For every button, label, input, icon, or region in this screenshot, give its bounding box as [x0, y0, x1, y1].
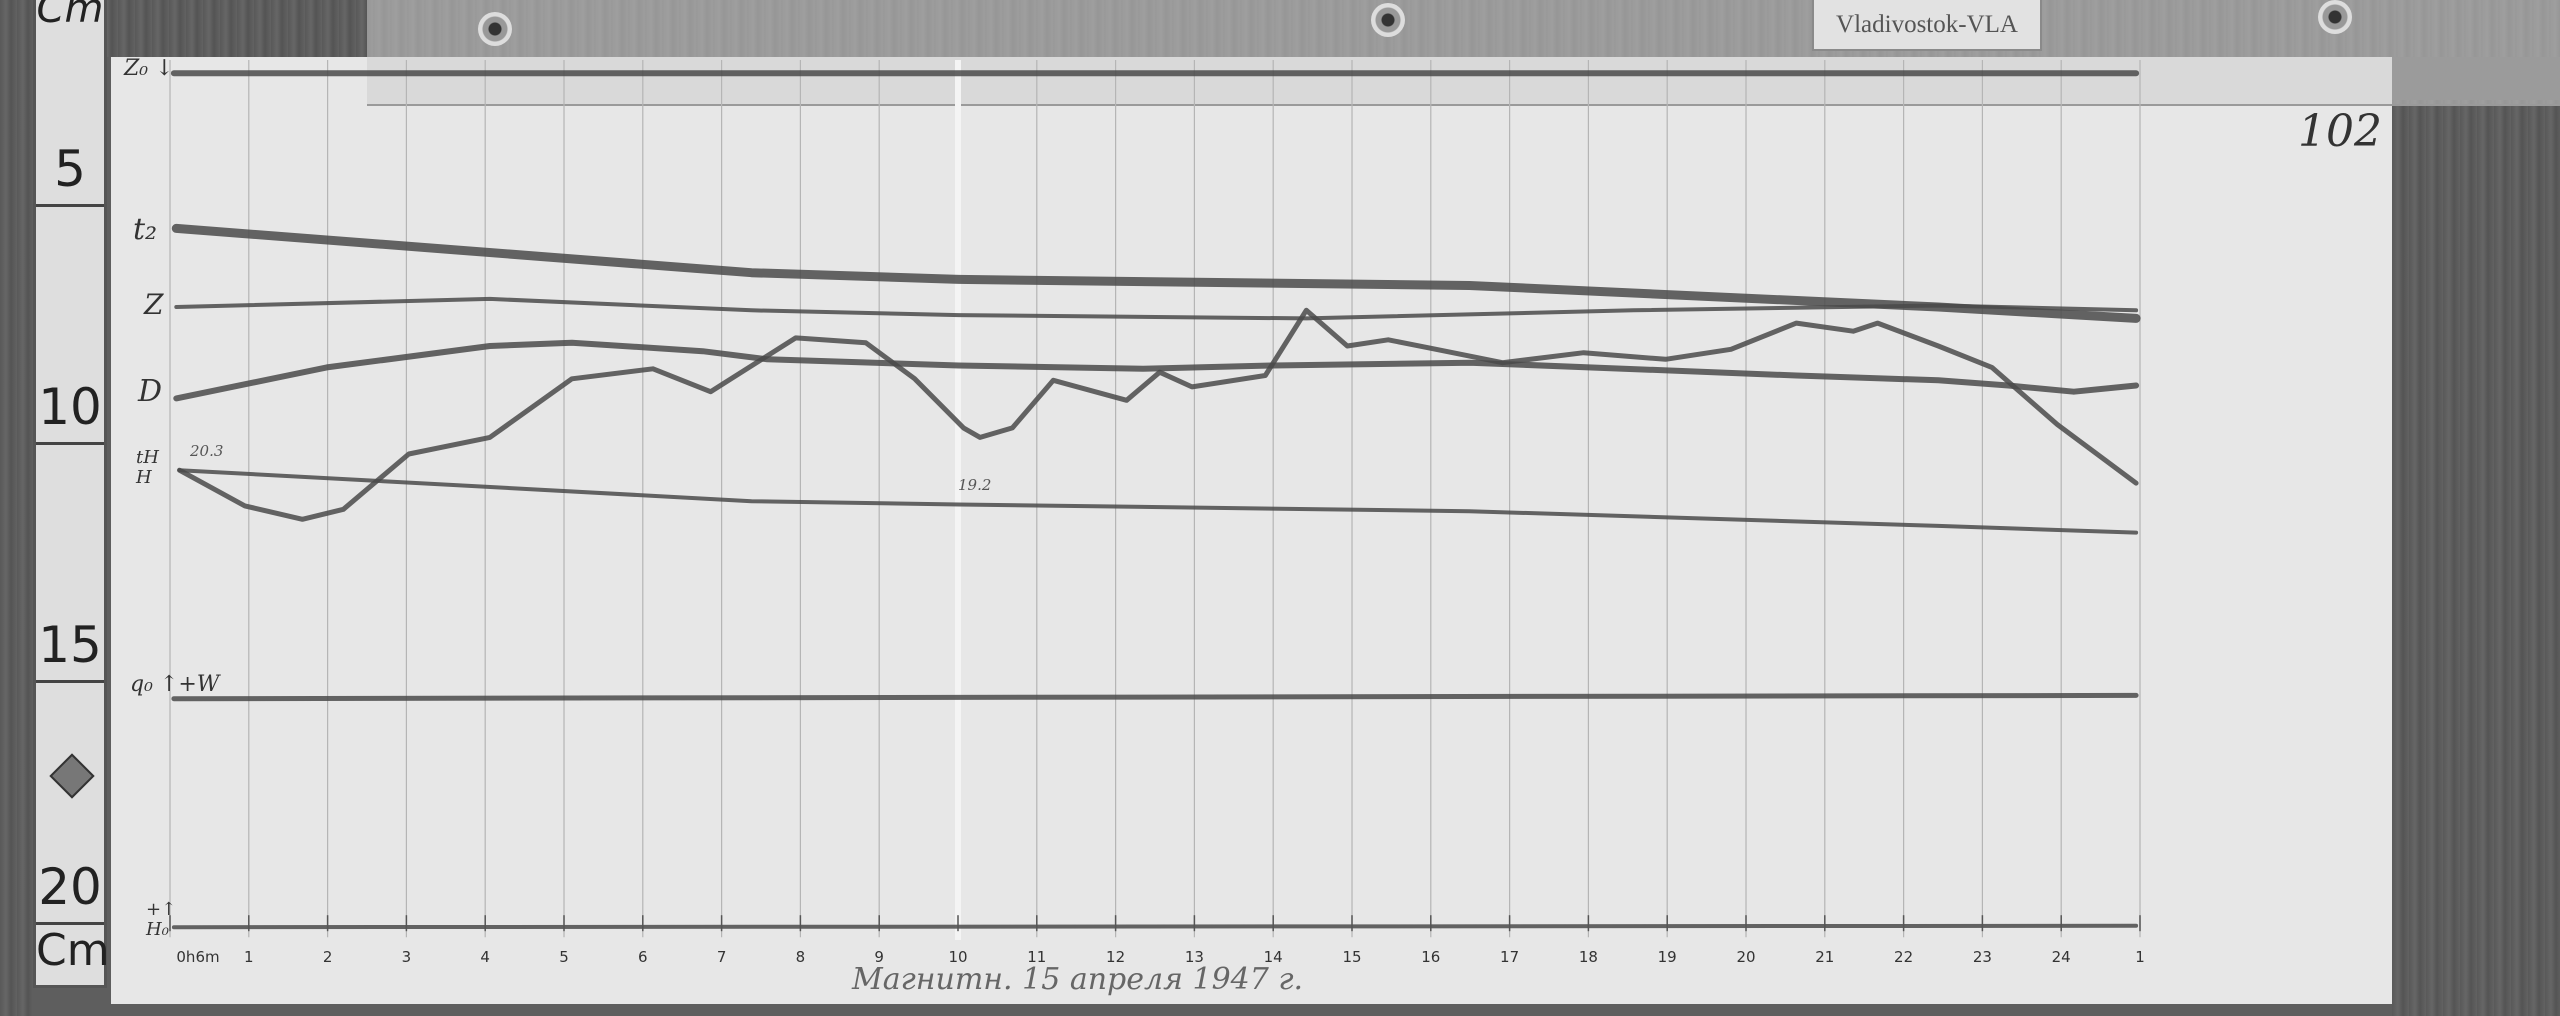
trace-H	[177, 307, 2139, 522]
station-label: Vladivostok-VLA	[1812, 0, 2042, 51]
annotation-20-3: 20.3	[190, 442, 224, 460]
x-tick-label: 23	[1972, 948, 1992, 966]
trace-q₀	[171, 692, 2139, 702]
x-tick-label: 14	[1263, 948, 1283, 966]
trace-D	[173, 339, 2140, 402]
x-tick-label: 21	[1815, 948, 1835, 966]
ruler-mark-10: 10	[36, 378, 104, 445]
trace-tH	[177, 468, 2139, 535]
sheet-number: 102	[2298, 106, 2382, 157]
x-tick-label: 0h6m	[176, 948, 220, 966]
magnetogram-paper	[111, 57, 2392, 1004]
plastic-clamp-strip	[367, 0, 2560, 106]
x-tick-label: 9	[874, 948, 884, 966]
x-tick-label: 10	[948, 948, 968, 966]
trace-Z	[174, 296, 2139, 321]
x-tick-label: 17	[1500, 948, 1520, 966]
x-tick-label: 4	[480, 948, 490, 966]
x-tick-label: 6	[638, 948, 648, 966]
trace-H₀	[171, 923, 2139, 930]
ruler-mark-20: 20	[36, 858, 104, 925]
x-tick-label: 16	[1421, 948, 1441, 966]
x-tick-label: 1	[2135, 948, 2145, 966]
trace-t₂	[171, 223, 2141, 323]
x-tick-label: 24	[2051, 948, 2071, 966]
x-tick-label: 18	[1578, 948, 1598, 966]
x-tick-label: 12	[1106, 948, 1126, 966]
cm-ruler: Cm 5 10 15 20 Cm	[33, 0, 110, 988]
curve-label-h0: +↑ H₀	[146, 899, 177, 940]
wooden-frame-right	[2392, 100, 2560, 1016]
curve-label-t2: t₂	[133, 212, 158, 247]
x-tick-label: 19	[1657, 948, 1677, 966]
x-tick-label: 2	[322, 948, 333, 966]
x-tick-label: 20	[1736, 948, 1756, 966]
curve-label-z: Z	[144, 288, 164, 321]
curve-label-th: tH H	[136, 447, 159, 488]
ruler-mark-5: 5	[36, 140, 104, 207]
date-caption: Магнитн. 15 апреля 1947 г.	[852, 962, 1304, 997]
x-tick-label: 7	[716, 948, 727, 966]
x-tick-label: 15	[1342, 948, 1362, 966]
curve-label-q0: q₀ ↑+W	[130, 672, 220, 697]
x-tick-label: 3	[401, 948, 412, 966]
screw-icon	[1371, 3, 1405, 37]
annotation-19-2: 19.2	[958, 476, 992, 494]
curve-label-d: D	[138, 374, 163, 409]
ruler-unit-bottom: Cm	[36, 925, 110, 976]
wooden-frame-left	[0, 0, 33, 1016]
x-tick-label: 13	[1184, 948, 1204, 966]
ruler-mark-15: 15	[36, 616, 104, 683]
curve-label-z0: Z₀ ↓	[124, 56, 174, 81]
x-tick-label: 11	[1027, 948, 1047, 966]
x-tick-label: 22	[1894, 948, 1914, 966]
screw-icon	[2318, 0, 2352, 34]
x-tick-label: 1	[244, 948, 254, 966]
x-tick-label: 8	[795, 948, 806, 966]
x-tick-label: 5	[559, 948, 569, 966]
screw-icon	[478, 12, 512, 46]
paper-splice-gap	[955, 60, 961, 940]
